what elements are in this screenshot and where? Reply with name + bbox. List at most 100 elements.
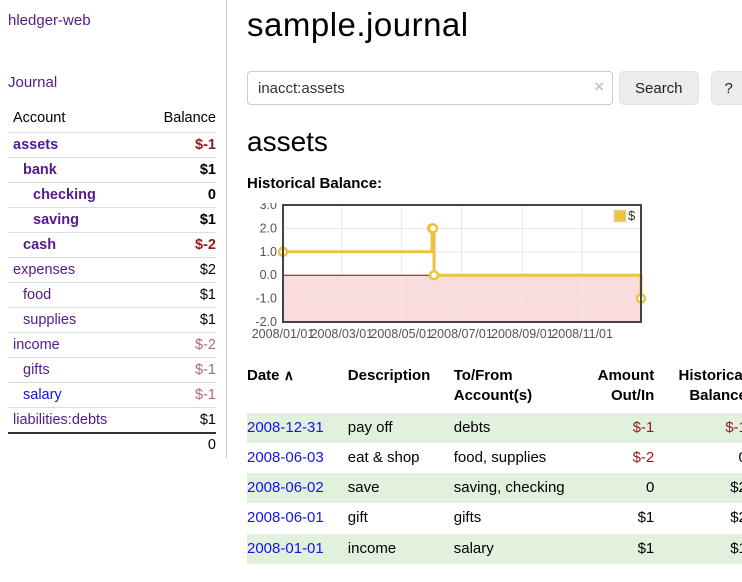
register-col-description: Description (347, 367, 431, 384)
main-content: sample.journal × Search ? assets Histori… (227, 0, 742, 564)
clear-search-icon[interactable]: × (594, 77, 604, 96)
search-input[interactable] (247, 71, 613, 105)
register-row[interactable]: 2008-06-01 gift gifts $1 $2 (247, 503, 742, 533)
accounts-header-row: Account Balance (8, 107, 216, 133)
account-balance: $-1 (144, 132, 216, 158)
sidebar-account-income[interactable]: income (13, 337, 60, 353)
x-tick-label: 2008/01/01 (252, 327, 315, 341)
legend-swatch (613, 209, 627, 223)
account-row: food $1 (8, 282, 216, 308)
transaction-date-link[interactable]: 2008-06-02 (247, 479, 324, 496)
account-row: liabilities:debts $1 (8, 407, 216, 433)
sidebar-account-liabilities-debts[interactable]: liabilities:debts (13, 412, 108, 428)
cell-accounts: debts (453, 412, 567, 443)
historical-balance-chart[interactable]: $3.0 2.0 1.0 0.0 -1.0 -2.0 2008/01/01 2008/03/0… (247, 198, 649, 351)
account-balance: $1 (144, 282, 216, 308)
register-col-balance: Historical Balance (678, 367, 742, 405)
cell-date: 2008-06-01 (247, 503, 348, 533)
register-col-date-label: Date (247, 367, 280, 384)
sidebar-account-bank[interactable]: bank (23, 162, 57, 178)
account-row: saving $1 (8, 207, 216, 233)
account-row: bank $1 (8, 157, 216, 183)
transaction-date-link[interactable]: 2008-01-01 (247, 539, 324, 557)
sidebar-account-food[interactable]: food (23, 287, 52, 303)
transaction-date-link[interactable]: 2008-06-01 (247, 509, 324, 527)
sidebar-account-expenses[interactable]: expenses (13, 262, 76, 278)
y-tick-label: 3.0 (260, 203, 277, 212)
account-balance: $-1 (144, 382, 216, 408)
cell-balance: $1 (654, 533, 742, 564)
cell-accounts: saving, checking (453, 473, 567, 504)
register-col-date[interactable]: Date ∧ (247, 363, 348, 413)
transaction-date-link[interactable]: 2008-12-31 (247, 418, 324, 436)
register-row[interactable]: 2008-06-03 eat & shop food, supplies $-20 (247, 443, 742, 473)
account-balance: $-1 (144, 357, 216, 383)
account-balance: $-2 (144, 332, 216, 358)
register-table: Date ∧ Description To/From Account(s) Am… (247, 363, 742, 564)
register-col-account: To/From Account(s) (453, 367, 533, 405)
x-tick-label: 2008/03/01 (311, 327, 374, 341)
data-point-marker (427, 223, 439, 234)
accounts-total-row: 0 (8, 432, 216, 456)
account-row: assets $-1 (8, 132, 216, 158)
y-tick-label: 0.0 (260, 268, 277, 282)
sidebar-account-cash[interactable]: cash (23, 237, 57, 253)
accounts-col-balance: Balance (163, 110, 216, 126)
account-balance: $1 (144, 157, 216, 183)
x-tick-label: 2008/07/01 (430, 327, 493, 341)
account-balance: 0 (144, 182, 216, 208)
search-box: × (247, 71, 613, 105)
cell-balance: $2 (730, 509, 742, 527)
accounts-total-spacer (8, 432, 145, 456)
sidebar-item-journal[interactable]: Journal (8, 74, 58, 91)
search-button[interactable]: Search (619, 71, 699, 105)
legend-label: $ (628, 208, 636, 223)
account-row: checking 0 (8, 182, 216, 208)
cell-accounts: gifts (453, 509, 482, 527)
cell-date: 2008-06-02 (247, 473, 348, 504)
brand-link[interactable]: hledger-web (8, 12, 91, 29)
accounts-col-account: Account (13, 110, 66, 126)
accounts-total-value: 0 (144, 432, 216, 456)
account-balance: $1 (144, 307, 216, 333)
sidebar-account-assets[interactable]: assets (13, 137, 59, 153)
transaction-date-link[interactable]: 2008-06-03 (247, 448, 324, 466)
sidebar-account-checking[interactable]: checking (33, 187, 96, 203)
cell-description: save (347, 473, 454, 504)
account-balance: $-2 (144, 232, 216, 258)
cell-amount: $-2 (632, 448, 655, 466)
sidebar-account-gifts[interactable]: gifts (23, 362, 50, 378)
data-point-marker (428, 269, 440, 281)
x-tick-label: 2008/09/01 (491, 327, 554, 341)
chart-canvas: $3.0 2.0 1.0 0.0 -1.0 -2.02008/01/012008/03/0… (252, 198, 647, 341)
help-button[interactable]: ? (710, 71, 742, 105)
cell-amount: 0 (566, 473, 655, 504)
cell-accounts: food, supplies (453, 448, 547, 466)
account-balance: $1 (144, 407, 216, 433)
sidebar: hledger-web Journal Account Balance asse… (0, 0, 227, 458)
account-balance: $1 (144, 207, 216, 233)
account-row: cash $-2 (8, 232, 216, 258)
cell-description: income (347, 533, 454, 564)
x-tick-label: 2008/11/01 (551, 327, 613, 341)
cell-date: 2008-01-01 (247, 533, 348, 564)
register-header-row: Date ∧ Description To/From Account(s) Am… (247, 363, 742, 413)
sidebar-account-saving[interactable]: saving (33, 212, 79, 228)
page-title: sample.journal (247, 6, 469, 43)
y-tick-label: 2.0 (260, 221, 277, 235)
sort-asc-icon: ∧ (283, 367, 294, 383)
cell-description: eat & shop (347, 448, 420, 466)
account-row: supplies $1 (8, 307, 216, 333)
plot-border (282, 204, 642, 323)
sidebar-account-salary[interactable]: salary (23, 387, 62, 403)
account-row: income $-2 (8, 332, 216, 358)
cell-description: gift (347, 509, 368, 527)
sidebar-account-supplies[interactable]: supplies (23, 312, 77, 328)
account-row: expenses $2 (8, 257, 216, 283)
cell-amount: $1 (566, 533, 655, 564)
cell-amount: $1 (637, 509, 655, 527)
account-row: salary $-1 (8, 382, 216, 408)
